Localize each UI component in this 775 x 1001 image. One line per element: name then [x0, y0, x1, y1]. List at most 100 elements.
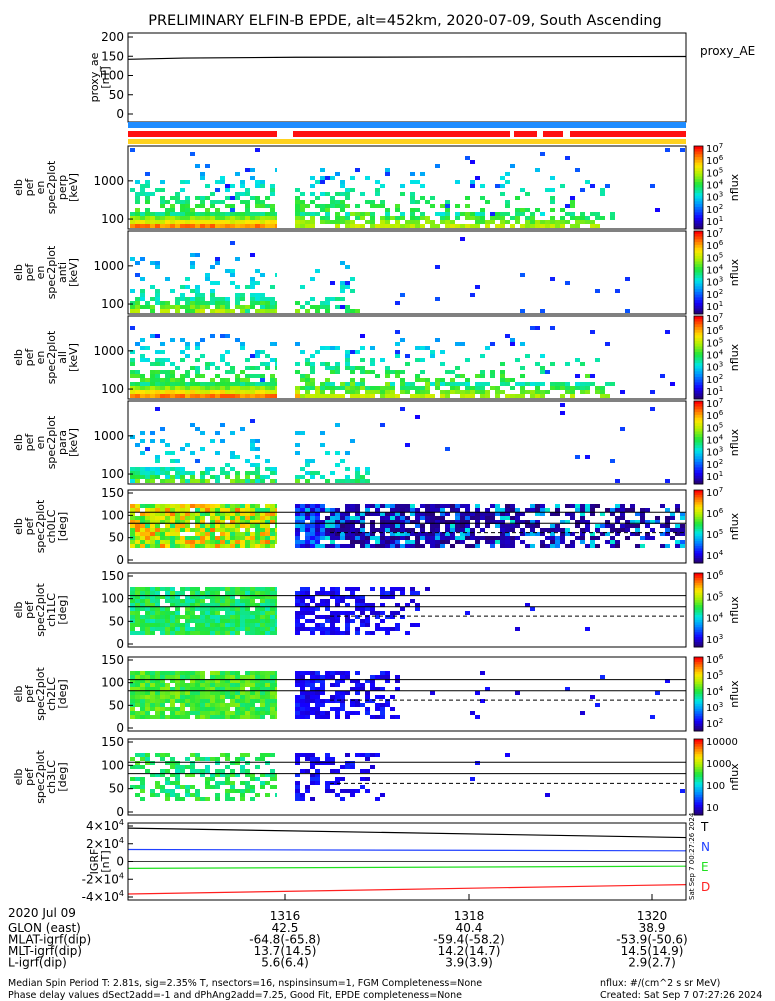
heatmap-cell [480, 394, 485, 398]
heatmap-cell [470, 293, 475, 297]
heatmap-cell [505, 382, 510, 386]
heatmap-cell [370, 504, 375, 508]
heatmap-cell [300, 212, 305, 216]
heatmap-cell [320, 362, 325, 366]
heatmap-cell [205, 512, 210, 516]
heatmap-cell [155, 504, 160, 508]
heatmap-cell [575, 358, 580, 362]
heatmap-cell [130, 216, 135, 220]
heatmap-cell [310, 504, 315, 508]
heatmap-cell [350, 711, 355, 715]
heatmap-cell [335, 715, 340, 719]
heatmap-cell [675, 524, 680, 528]
heatmap-cell [210, 508, 215, 512]
heatmap-cell [330, 220, 335, 224]
heatmap-cell [390, 532, 395, 536]
heatmap-cell [245, 607, 250, 611]
heatmap-cell [370, 611, 375, 615]
heatmap-cell [310, 707, 315, 711]
heatmap-cell [405, 516, 410, 520]
heatmap-cell [155, 773, 160, 777]
heatmap-cell [270, 615, 275, 619]
colorbar-segment [694, 385, 703, 389]
y-tick-label: 0 [116, 721, 124, 735]
heatmap-cell [145, 619, 150, 623]
heatmap-cell [330, 707, 335, 711]
colorbar-tick: 103 [706, 276, 723, 289]
heatmap-cell [480, 536, 485, 540]
heatmap-cell [160, 362, 165, 366]
heatmap-cell [400, 532, 405, 536]
colorbar-tick: 107 [706, 486, 723, 499]
heatmap-cell [150, 479, 155, 483]
heatmap-cell [315, 773, 320, 777]
heatmap-cell [250, 611, 255, 615]
colorbar-segment [694, 412, 703, 416]
colorbar-tick: 104 [706, 434, 724, 447]
heatmap-cell [240, 512, 245, 516]
heatmap-cell [165, 607, 170, 611]
heatmap-cell [380, 687, 385, 691]
heatmap-cell [320, 536, 325, 540]
heatmap-cell [175, 386, 180, 390]
heatmap-cell [150, 587, 155, 591]
heatmap-cell [135, 309, 140, 313]
heatmap-cell [170, 390, 175, 394]
heatmap-cell [565, 386, 570, 390]
heatmap-cell [140, 599, 145, 603]
heatmap-cell [170, 793, 175, 797]
heatmap-cell [500, 382, 505, 386]
heatmap-cell [345, 281, 350, 285]
heatmap-cell [610, 212, 615, 216]
heatmap-cell [270, 699, 275, 703]
heatmap-cell [250, 419, 255, 423]
date-label: 2020 Jul 09 [8, 906, 76, 920]
heatmap-cell [145, 382, 150, 386]
heatmap-cell [435, 516, 440, 520]
heatmap-cell [330, 386, 335, 390]
heatmap-cell [330, 471, 335, 475]
heatmap-cell [325, 362, 330, 366]
heatmap-cell [180, 544, 185, 548]
heatmap-cell [215, 281, 220, 285]
heatmap-cell [485, 200, 490, 204]
heatmap-cell [195, 695, 200, 699]
heatmap-cell [170, 475, 175, 479]
heatmap-cell [180, 220, 185, 224]
y-axis-label-line: pef [23, 178, 36, 197]
heatmap-cell [185, 471, 190, 475]
heatmap-cell [415, 520, 420, 524]
colorbar-segment [694, 684, 703, 688]
colorbar-segment [694, 456, 703, 460]
heatmap-cell [345, 475, 350, 479]
heatmap-cell [435, 265, 440, 269]
heatmap-cell [150, 699, 155, 703]
heatmap-cell [655, 208, 660, 212]
heatmap-cell [370, 715, 375, 719]
heatmap-cell [220, 679, 225, 683]
heatmap-cell [270, 382, 275, 386]
colorbar-tick: 102 [706, 288, 723, 301]
heatmap-cell [135, 687, 140, 691]
heatmap-cell [260, 508, 265, 512]
heatmap-cell [300, 520, 305, 524]
heatmap-cell [460, 342, 465, 346]
heatmap-cell [530, 508, 535, 512]
heatmap-cell [135, 595, 140, 599]
heatmap-cell [355, 607, 360, 611]
heatmap-cell [400, 212, 405, 216]
y-axis-label-line: proxy_ae [88, 52, 101, 102]
heatmap-cell [560, 403, 565, 407]
heatmap-cell [335, 479, 340, 483]
heatmap-cell [230, 184, 235, 188]
colorbar-segment [694, 582, 703, 586]
heatmap-cell [295, 390, 300, 394]
heatmap-cell [295, 675, 300, 679]
heatmap-cell [490, 220, 495, 224]
heatmap-cell [140, 615, 145, 619]
y-axis-label-line: spec2plot [45, 160, 58, 214]
heatmap-cell [190, 773, 195, 777]
heatmap-cell [200, 200, 205, 204]
